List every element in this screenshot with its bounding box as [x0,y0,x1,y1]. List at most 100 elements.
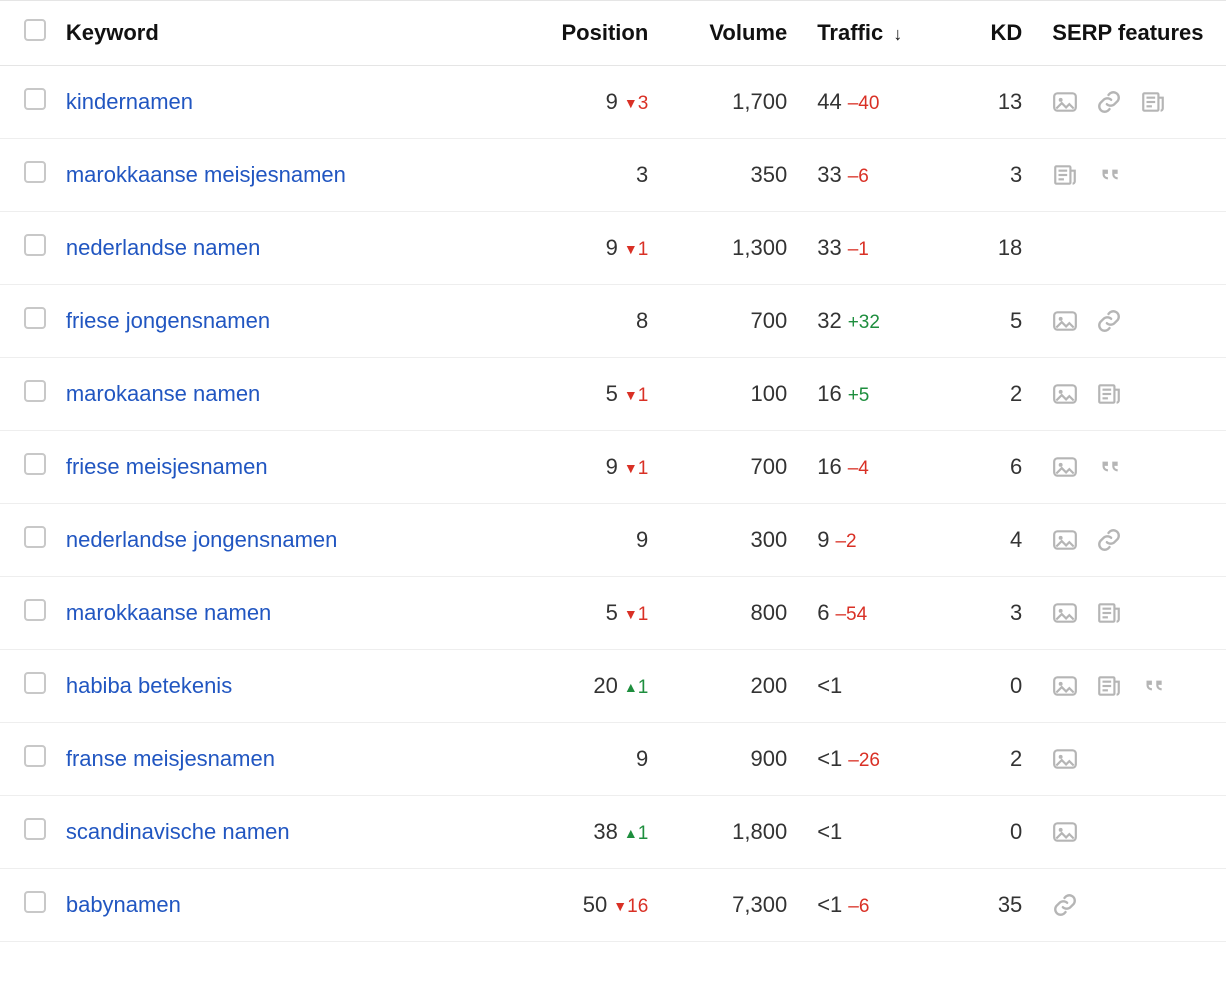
keyword-link[interactable]: babynamen [66,892,181,917]
news-icon[interactable] [1052,162,1078,188]
table-row: marokaanse namen5▼110016+52 [0,358,1226,431]
position-value: 9 [636,527,648,552]
row-checkbox[interactable] [24,891,46,913]
sitelink-icon[interactable] [1096,308,1122,334]
keyword-link[interactable]: marokaanse namen [66,381,260,406]
triangle-up-icon: ▲ [624,825,638,841]
image-icon[interactable] [1052,89,1078,115]
row-checkbox[interactable] [24,307,46,329]
keyword-cell: marokaanse namen [60,358,509,431]
keyword-link[interactable]: nederlandse namen [66,235,260,260]
position-value: 38 [593,819,617,844]
image-icon[interactable] [1052,746,1078,772]
position-cell: 3 [509,139,659,212]
serp-cell [1032,504,1226,577]
keyword-link[interactable]: nederlandse jongensnamen [66,527,338,552]
header-keyword[interactable]: Keyword [60,1,509,66]
image-icon[interactable] [1052,673,1078,699]
position-cell: 5▼1 [509,358,659,431]
position-cell: 5▼1 [509,577,659,650]
traffic-value: 33 [817,162,841,187]
keyword-link[interactable]: marokkaanse meisjesnamen [66,162,346,187]
keyword-link[interactable]: scandinavische namen [66,819,290,844]
header-volume[interactable]: Volume [658,1,797,66]
image-icon[interactable] [1052,454,1078,480]
serp-cell [1032,431,1226,504]
position-cell: 8 [509,285,659,358]
position-cell: 50 ▼16 [509,869,659,942]
header-kd[interactable]: KD [947,1,1032,66]
sitelink-icon[interactable] [1052,892,1078,918]
triangle-up-icon: ▲ [624,679,638,695]
row-checkbox[interactable] [24,453,46,475]
position-value: 9 [636,746,648,771]
row-checkbox[interactable] [24,818,46,840]
row-checkbox[interactable] [24,161,46,183]
row-checkbox-cell [0,869,60,942]
table-row: friese jongensnamen870032+325 [0,285,1226,358]
row-checkbox[interactable] [24,234,46,256]
quote-icon[interactable] [1140,673,1166,699]
kd-cell: 35 [947,869,1032,942]
traffic-cell: <1–26 [797,723,947,796]
traffic-value: 9 [817,527,829,552]
header-serp[interactable]: SERP features [1032,1,1226,66]
serp-icons [1052,162,1216,188]
keyword-link[interactable]: marokkaanse namen [66,600,271,625]
traffic-delta-negative: –6 [848,896,869,917]
header-traffic[interactable]: Traffic ↓ [797,1,947,66]
position-value: 50 [583,892,607,917]
table-header-row: Keyword Position Volume Traffic ↓ KD SER… [0,1,1226,66]
row-checkbox-cell [0,358,60,431]
traffic-delta-negative: –1 [848,239,869,260]
news-icon[interactable] [1096,600,1122,626]
image-icon[interactable] [1052,600,1078,626]
traffic-delta-negative: –6 [848,166,869,187]
keyword-cell: babynamen [60,869,509,942]
image-icon[interactable] [1052,308,1078,334]
row-checkbox[interactable] [24,599,46,621]
serp-icons [1052,673,1216,699]
quote-icon[interactable] [1096,454,1122,480]
row-checkbox[interactable] [24,745,46,767]
serp-cell [1032,869,1226,942]
news-icon[interactable] [1140,89,1166,115]
kd-cell: 18 [947,212,1032,285]
news-icon[interactable] [1096,381,1122,407]
position-value: 9 [606,235,618,260]
serp-icons [1052,454,1216,480]
image-icon[interactable] [1052,381,1078,407]
serp-icons [1052,746,1216,772]
keyword-cell: scandinavische namen [60,796,509,869]
keyword-link[interactable]: friese meisjesnamen [66,454,268,479]
keyword-cell: nederlandse jongensnamen [60,504,509,577]
keyword-link[interactable]: habiba betekenis [66,673,232,698]
position-cell: 38▲1 [509,796,659,869]
image-icon[interactable] [1052,819,1078,845]
row-checkbox[interactable] [24,380,46,402]
sitelink-icon[interactable] [1096,89,1122,115]
image-icon[interactable] [1052,527,1078,553]
traffic-value: 32 [817,308,841,333]
position-cell: 9▼3 [509,66,659,139]
traffic-cell: <1 [797,796,947,869]
keyword-link[interactable]: franse meisjesnamen [66,746,275,771]
keyword-link[interactable]: kindernamen [66,89,193,114]
sitelink-icon[interactable] [1096,527,1122,553]
news-icon[interactable] [1096,673,1122,699]
row-checkbox[interactable] [24,526,46,548]
position-delta-down: ▼16 [613,896,648,917]
row-checkbox[interactable] [24,88,46,110]
serp-cell [1032,723,1226,796]
select-all-checkbox[interactable] [24,19,46,41]
row-checkbox-cell [0,212,60,285]
traffic-value: <1 [817,673,842,698]
table-row: habiba betekenis20▲1200<10 [0,650,1226,723]
keyword-link[interactable]: friese jongensnamen [66,308,270,333]
header-position[interactable]: Position [509,1,659,66]
row-checkbox[interactable] [24,672,46,694]
traffic-value: 16 [817,454,841,479]
quote-icon[interactable] [1096,162,1122,188]
traffic-cell: 16–4 [797,431,947,504]
position-cell: 20▲1 [509,650,659,723]
